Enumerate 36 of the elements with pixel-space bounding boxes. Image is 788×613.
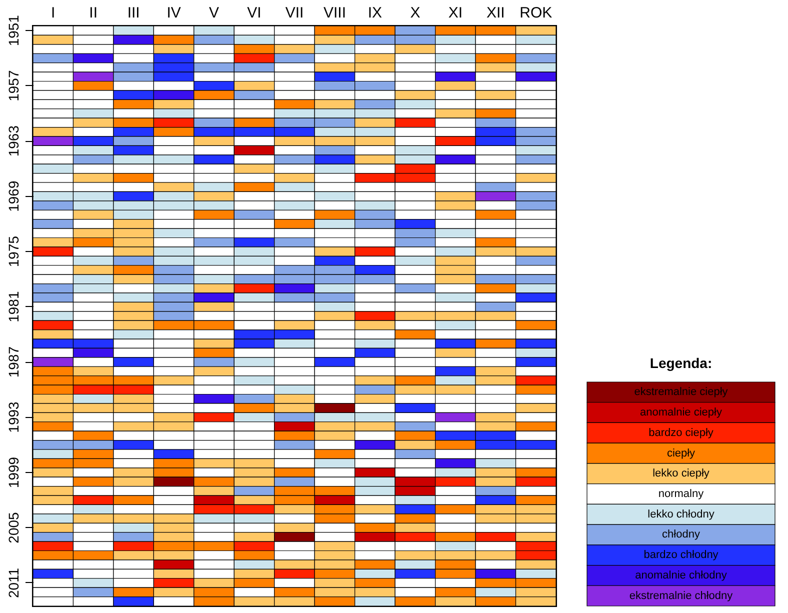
color-bar-label: lekko chłodny: [648, 508, 715, 520]
x-tick-label: XI: [448, 4, 463, 22]
x-tick-label: III: [127, 4, 140, 22]
x-tick-label: X: [410, 4, 420, 22]
y-tick-label: 2011: [6, 568, 22, 598]
color-bar-label: anomalnie chłodny: [635, 569, 728, 582]
y-tick-label: 1993: [6, 401, 22, 433]
y-tick-label: 2005: [6, 512, 22, 544]
color-bar-label: anomalnie ciepły: [640, 406, 722, 419]
y-tick-label: 1975: [6, 236, 22, 268]
color-bar-label: bardzo ciepły: [648, 426, 714, 439]
color-bar-label: ekstremalnie chłodny: [629, 590, 734, 602]
x-tick-label: II: [89, 4, 98, 22]
x-tick-label: V: [209, 4, 220, 22]
color-bar-label: chłodny: [662, 528, 700, 541]
x-tick-label: XII: [486, 4, 505, 22]
x-tick-label: ROK: [520, 4, 552, 22]
y-tick-label: 1957: [6, 70, 22, 102]
y-tick-label: 1981: [6, 291, 22, 322]
y-tick-label: 1951: [6, 14, 22, 46]
x-tick-label: VI: [247, 4, 262, 22]
x-tick-label: I: [51, 4, 56, 22]
y-tick-label: 1969: [6, 180, 22, 212]
y-tick-label: 1987: [6, 346, 22, 378]
y-tick-label: 1999: [6, 456, 22, 488]
y-tick-label: 1963: [6, 125, 22, 157]
color-bar-label: ciepły: [666, 447, 696, 460]
color-bar-title: Legenda:: [650, 355, 712, 371]
color-bar-label: bardzo chłodny: [644, 549, 719, 562]
x-tick-label: VII: [285, 4, 304, 22]
color-bar-label: normalny: [658, 488, 704, 500]
x-tick-label: IX: [368, 4, 382, 22]
x-tick-label: IV: [166, 4, 181, 22]
color-bar-label: lekko ciepły: [652, 468, 710, 480]
x-tick-label: VIII: [323, 4, 346, 22]
color-bar-label: ekstremalnie ciepły: [634, 386, 728, 398]
